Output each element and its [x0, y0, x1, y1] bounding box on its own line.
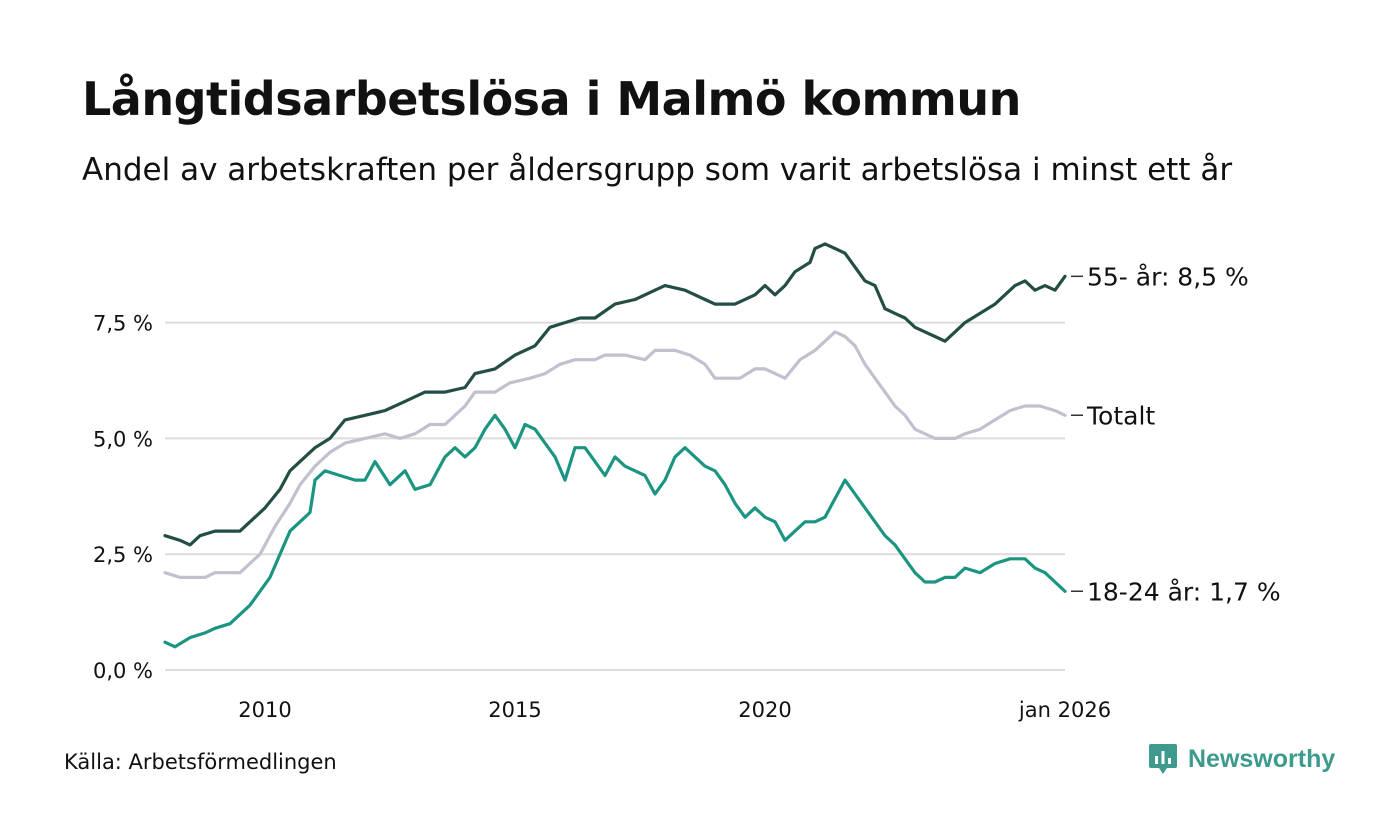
gridlines — [165, 321, 1065, 671]
y-tick-label: 0,0 % — [93, 659, 153, 683]
series-line-3 — [163, 413, 1067, 649]
series-lines — [163, 242, 1067, 649]
series-line-2 — [163, 330, 1067, 579]
y-tick-label: 7,5 % — [93, 312, 153, 336]
x-axis-ticks: 2010 2015 2020 jan 2026 — [238, 698, 1111, 722]
source-note: Källa: Arbetsförmedlingen — [64, 750, 337, 774]
x-tick-label: 2020 — [738, 698, 791, 722]
x-tick-label: 2015 — [488, 698, 541, 722]
y-tick-label: 5,0 % — [93, 427, 153, 451]
series-end-labels: 55- år: 8,5 % Totalt 18-24 år: 1,7 % — [1071, 262, 1281, 606]
brand-name: Newsworthy — [1188, 744, 1336, 773]
series-end-label: 55- år: 8,5 % — [1087, 262, 1249, 291]
x-tick-label: 2010 — [238, 698, 291, 722]
brand-logo[interactable]: Newsworthy — [1148, 742, 1335, 776]
x-tick-label: jan 2026 — [1018, 698, 1111, 722]
page-title: Långtidsarbetslösa i Malmö kommun — [82, 72, 1021, 126]
series-end-label: 18-24 år: 1,7 % — [1087, 577, 1281, 606]
y-tick-label: 2,5 % — [93, 543, 153, 567]
chart-subtitle: Andel av arbetskraften per åldersgrupp s… — [82, 152, 1233, 188]
newsworthy-logo-icon — [1149, 744, 1177, 774]
y-axis-ticks: 0,0 % 2,5 % 5,0 % 7,5 % — [93, 312, 153, 683]
series-end-label: Totalt — [1086, 401, 1155, 430]
series-line-1 — [163, 242, 1067, 547]
